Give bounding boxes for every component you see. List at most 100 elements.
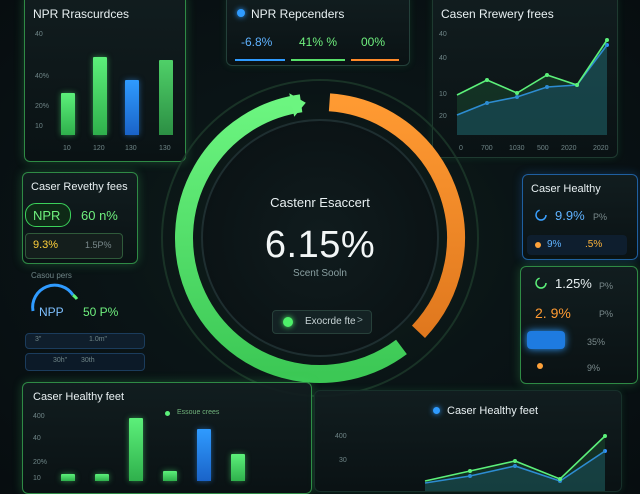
status-dot (433, 407, 440, 414)
footer-bar-2 (25, 353, 145, 371)
data-point (513, 459, 517, 463)
y-tick: 30 (339, 457, 347, 464)
metric-suffix: P% (599, 309, 614, 319)
row-highlight (25, 233, 123, 259)
x-tick: 130 (159, 145, 171, 152)
top-right-line-chart (456, 38, 609, 135)
data-point (545, 85, 549, 89)
metric-value: 9.9% (555, 208, 585, 223)
row-right-value: .5% (585, 239, 603, 250)
series-area (457, 45, 607, 135)
bottom-left-bar-area (53, 417, 303, 481)
gauge-arrow-tip (289, 93, 306, 117)
legend-label: Essoue crees (177, 409, 220, 416)
y-tick: 20 (439, 113, 447, 120)
data-point (485, 78, 489, 82)
x-tick: 120 (93, 145, 105, 152)
y-tick: 20% (35, 103, 50, 110)
metric-value: 00% (361, 35, 386, 49)
metric-suffix: P% (599, 281, 614, 291)
top-right-title: Casen Rrewery frees (441, 7, 554, 21)
row-value-right: 1.5P% (85, 240, 112, 250)
npr-label: NPR (33, 208, 61, 223)
bar (129, 418, 143, 481)
y-tick: 40 (33, 435, 41, 442)
x-tick: 700 (481, 145, 493, 152)
metric-underline-green (291, 59, 345, 61)
right-panel-2: 1.25% P% 2. 9% P% 35% 9% (520, 266, 638, 384)
footer-value: 30h" (53, 357, 68, 364)
bar (163, 470, 177, 481)
data-point (603, 434, 607, 438)
y-tick: 40% (35, 73, 50, 80)
top-right-panel: Casen Rrewery frees 40 40 10 20 0 700 10… (432, 0, 618, 158)
bar (231, 454, 245, 481)
x-tick: 500 (537, 145, 549, 152)
gauge-button[interactable]: Exocrde fte > (272, 310, 372, 334)
metric-underline-blue (235, 59, 285, 61)
bar (93, 57, 107, 135)
status-dot (537, 363, 543, 369)
footer-value: 1.0m" (89, 336, 108, 343)
data-point (513, 464, 517, 468)
metric-suffix: 35% (587, 337, 606, 347)
footer-value: 30th (81, 357, 95, 364)
data-point (605, 43, 609, 47)
data-point (575, 83, 579, 87)
bar (61, 93, 75, 135)
x-tick: 2020 (561, 145, 577, 152)
data-point (605, 38, 609, 42)
x-tick: 130 (125, 145, 137, 152)
data-point (515, 91, 519, 95)
top-left-title: NPR Rrascurdces (33, 7, 130, 21)
gauge-button-label: Exocrde fte (305, 316, 356, 327)
status-dot (535, 242, 541, 248)
mid-left-panel-1: Caser Revethy fees NPR 60 n% 9.3% 1.5P% (22, 172, 138, 264)
y-tick: 10 (33, 475, 41, 482)
row-highlight (527, 235, 627, 255)
bar (197, 428, 211, 481)
metric-suffix: P% (593, 212, 608, 222)
row-value-left: 9.3% (33, 239, 59, 251)
panel-title: Caser Healthy feet (447, 405, 539, 417)
npp-label: NPP (39, 305, 64, 319)
metric-underline-orange (351, 59, 399, 61)
top-center-title: NPR Repcenders (251, 7, 345, 21)
bar (95, 473, 109, 481)
npp-ring (31, 283, 79, 312)
panel-title: Casou pers (31, 271, 72, 280)
bottom-left-panel: Caser Healthy feet Essoue crees 400 40 2… (22, 382, 312, 494)
y-tick: 40 (439, 31, 447, 38)
series-area (457, 40, 607, 135)
data-point (558, 477, 562, 481)
bar (61, 473, 75, 481)
series-line (456, 39, 608, 96)
metric-value: -6.8% (241, 35, 273, 49)
npr-badge (25, 203, 71, 227)
top-center-panel: NPR Repcenders -6.8% 41% % 00% (226, 0, 410, 66)
metric-value: 41% % (299, 35, 338, 49)
status-dot (283, 317, 293, 327)
highlight-bar (527, 331, 565, 349)
gauge-value: 6.15% (264, 224, 376, 266)
y-tick: 40 (35, 31, 43, 38)
footer-bar (25, 333, 145, 349)
data-point (603, 449, 607, 453)
progress-ring-icon (535, 277, 547, 289)
data-point (468, 469, 472, 473)
status-dot (237, 9, 245, 17)
npr-value: 60 n% (81, 208, 118, 223)
metric-value: 2. 9% (535, 305, 571, 321)
gauge-inner-face (201, 119, 439, 357)
gauge-subtitle: Scent Sooln (293, 268, 347, 279)
y-tick: 400 (33, 413, 45, 420)
top-left-bar-area (55, 35, 175, 135)
x-tick: 1030 (509, 145, 525, 152)
row-left-value: 9% (547, 239, 562, 250)
bottom-right-panel: Caser Healthy feet 400 30 (314, 390, 622, 492)
bar (125, 80, 139, 135)
progress-ring-icon (535, 209, 547, 221)
y-tick: 400 (335, 433, 347, 440)
bar (159, 60, 173, 135)
panel-title: Caser Healthy (531, 183, 601, 195)
